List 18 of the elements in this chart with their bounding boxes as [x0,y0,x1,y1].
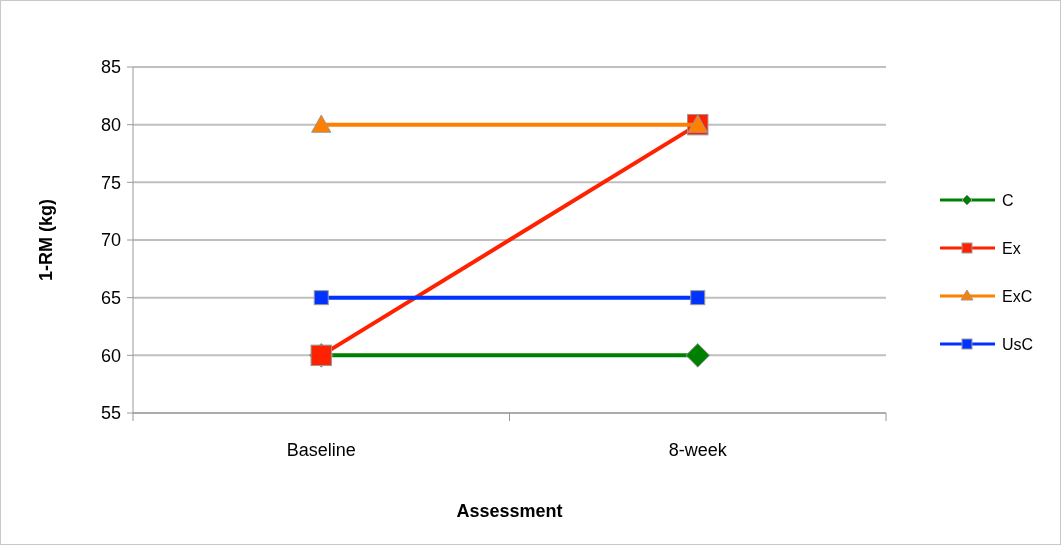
legend-label: C [1002,191,1014,209]
point [690,290,706,306]
y-tick-label: 70 [100,230,121,251]
x-tick-label: 8-week [668,440,728,460]
y-tick-label: 60 [100,345,121,366]
point [685,343,711,368]
x-axis-title: Assessment [456,501,563,521]
legend-label: ExC [1002,287,1033,305]
y-tick-label: 65 [100,287,121,308]
y-tick-label: 75 [100,172,121,193]
y-tick-label: 85 [100,57,121,78]
y-tick-label: 55 [100,403,121,424]
legend-label: Ex [1002,239,1021,257]
point [313,290,329,306]
legend-label: UsC [1002,335,1034,353]
y-tick-label: 80 [100,114,121,135]
x-tick-label: Baseline [286,440,356,460]
y-axis-title: 1-RM (kg) [36,199,56,281]
